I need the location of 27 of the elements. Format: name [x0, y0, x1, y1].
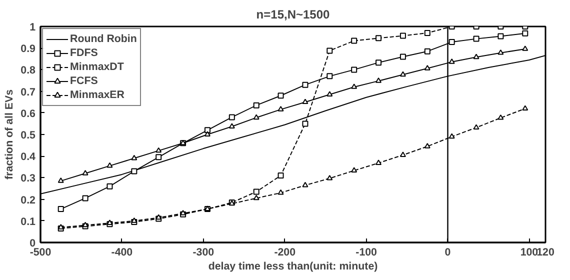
- x-tick-label: 120: [536, 246, 554, 258]
- y-axis-title: fraction of all EVs: [4, 89, 16, 180]
- y-tick-label: 0.9: [20, 43, 36, 56]
- y-tick-label: 0.3: [20, 172, 36, 185]
- x-axis-title: delay time less than(unit: minute): [208, 260, 378, 272]
- y-tick-label: 0.1: [20, 216, 36, 228]
- x-tick-label: -200: [274, 246, 296, 258]
- legend-label: MinmaxER: [70, 88, 124, 102]
- legend-label: FDFS: [70, 46, 98, 60]
- x-tick-label: -100: [356, 246, 378, 258]
- y-tick-label: 0.2: [20, 194, 36, 206]
- y-tick-label: 0: [30, 238, 36, 250]
- legend-label: FCFS: [70, 74, 98, 88]
- chart-title: n=15,N~1500: [256, 8, 330, 22]
- y-tick-label: 0.5: [20, 130, 36, 142]
- y-tick-label: 1: [30, 22, 36, 34]
- legend-label: Round Robin: [70, 32, 137, 46]
- x-tick-label: 100: [520, 246, 538, 258]
- x-tick-label: -300: [192, 246, 214, 258]
- y-tick-label: 0.6: [20, 108, 36, 120]
- y-tick-label: 0.8: [20, 64, 36, 77]
- y-tick-label: 0.4: [20, 151, 36, 164]
- y-tick-label: 0.7: [20, 86, 36, 98]
- x-tick-label: -400: [111, 246, 133, 258]
- x-tick-label: -500: [30, 246, 52, 258]
- legend-label: MinmaxDT: [70, 60, 124, 74]
- x-tick-label: 0: [444, 246, 451, 258]
